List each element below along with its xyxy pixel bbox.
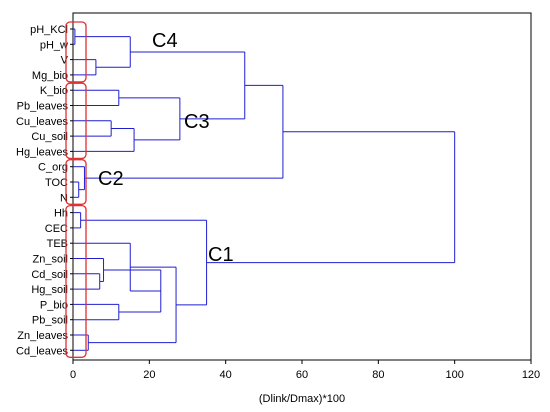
plot-frame <box>72 12 532 361</box>
leaf-label: Hh <box>54 208 68 220</box>
x-tick-label: 20 <box>143 369 155 381</box>
cluster-highlight-box <box>65 82 87 160</box>
leaf-label: P_bio <box>40 299 68 311</box>
leaf-label: Cd_leaves <box>16 345 68 357</box>
leaf-label: TEB <box>47 238 68 250</box>
leaf-label: K_bio <box>40 85 68 97</box>
leaf-label: N <box>60 192 68 204</box>
leaf-label: Zn_soil <box>33 254 68 266</box>
leaf-label: Cu_leaves <box>16 116 68 128</box>
leaf-label: Pb_leaves <box>17 101 69 113</box>
leaf-label: V <box>61 55 69 67</box>
leaf-label: pH_w <box>40 39 68 51</box>
cluster-label: C1 <box>208 244 234 266</box>
leaf-label: Pb_soil <box>32 315 68 327</box>
leaf-label: CEC <box>45 223 68 235</box>
cluster-highlight-box <box>65 159 87 205</box>
cluster-highlight-box <box>65 21 87 83</box>
x-tick-label: 120 <box>522 369 540 381</box>
x-tick-label: 40 <box>220 369 232 381</box>
leaf-label: C_org <box>38 162 68 174</box>
cluster-label: C2 <box>98 168 124 190</box>
leaf-label: Hg_soil <box>31 284 68 296</box>
cluster-label: C4 <box>152 30 178 52</box>
leaf-label: Hg_leaves <box>16 146 68 158</box>
x-axis-label: (Dlink/Dmax)*100 <box>259 393 345 405</box>
x-tick-label: 60 <box>296 369 308 381</box>
x-tick-label: 100 <box>445 369 463 381</box>
leaf-label: Zn_leaves <box>17 330 68 342</box>
leaf-label: pH_KCl <box>30 24 68 36</box>
leaf-label: Mg_bio <box>32 70 68 82</box>
x-tick-label: 80 <box>372 369 384 381</box>
leaf-label: Cd_soil <box>31 269 68 281</box>
cluster-label: C3 <box>184 111 210 133</box>
leaf-label: Cu_soil <box>31 131 68 143</box>
cluster-highlight-box <box>65 204 87 358</box>
leaf-label: TOC <box>45 177 68 189</box>
x-tick-label: 0 <box>70 369 76 381</box>
